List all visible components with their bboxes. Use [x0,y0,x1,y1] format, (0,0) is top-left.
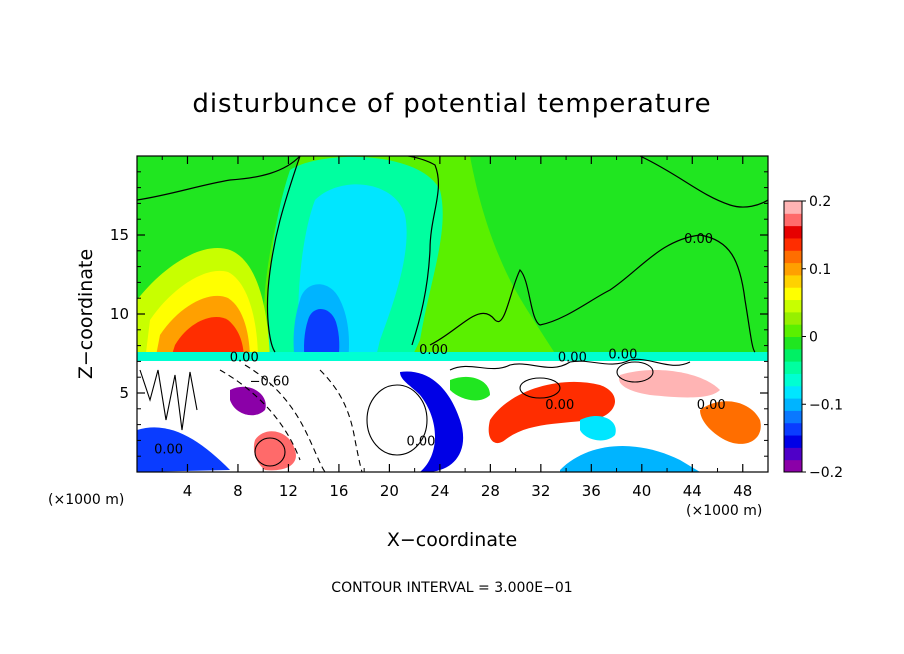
colorbar-swatch [784,274,802,288]
field-lower-purple [230,386,266,416]
colorbar-swatch [784,213,802,227]
field-cold-plume-deep [304,308,340,361]
colorbar-tick-label: 0.1 [809,262,831,278]
contour-label: 0.00 [406,434,435,449]
field-lower-green-1 [450,376,490,401]
field-lower-cyan [580,415,616,441]
colorbar-tick-label: −0.1 [809,397,843,413]
contour-label: 0.00 [419,343,448,358]
contour-lower-zigzag [139,369,198,431]
colorbar-swatch [784,250,802,264]
colorbar-swatch [784,262,802,276]
plot-area [137,156,768,472]
contour-lower-cell-3 [519,377,561,399]
field-lower-blue-3 [560,446,700,472]
colorbar-swatch [784,447,802,461]
colorbar-swatch [784,225,802,239]
contour-label: 0.00 [608,348,637,363]
contour-lower-cell-4 [616,361,654,383]
x-axis: 4 8 12 16 20 24 28 32 36 40 44 48 [161,156,752,500]
colorbar-ticks: 0.2 0.1 0 −0.1 −0.2 [802,194,843,481]
contour-lower-cell-2 [254,437,286,467]
x-tick-label: 36 [582,482,601,500]
contour-zero-plume [266,156,439,353]
x-tick-label: 20 [380,482,399,500]
colorbar [783,200,803,473]
colorbar-swatch [784,287,802,301]
field-lower-red-2 [619,370,720,398]
field-lower-blue-2 [400,371,464,472]
colorbar-swatch [784,361,802,374]
contour-label: 0.00 [545,398,574,413]
colorbar-swatch [784,398,802,411]
contour-lower-cell-1 [366,384,428,456]
colorbar-swatch [784,410,802,424]
y-tick-label: 15 [110,226,129,244]
y-axis-label: Z−coordinate [75,249,97,379]
contour-zero-upper-left [137,156,301,201]
colorbar-swatch [784,299,802,313]
colorbar-swatch [784,336,802,350]
field-lower-magenta [253,431,296,471]
field-warm-red [170,317,244,361]
colorbar-swatch [784,324,802,337]
colorbar-swatch [784,459,802,473]
colorbar-swatch [784,237,802,251]
field-lower-red-1 [488,381,615,444]
colorbar-tick-label: 0.2 [809,194,831,210]
x-tick-label: 32 [531,482,550,500]
y-axis: 5 10 15 [110,171,768,457]
contour-lower-dashed-2 [319,369,363,472]
contour-label: 0.00 [697,398,726,413]
x-tick-label: 16 [329,482,348,500]
colorbar-swatch [784,348,802,362]
contour-zero-right-top [639,156,768,208]
contour-label: 0.00 [230,351,259,366]
colorbar-swatch [784,201,802,214]
contour-zero-right [429,234,756,353]
y-tick-label: 5 [119,384,129,402]
x-tick-label: 4 [183,482,193,500]
contour-label: 0.00 [558,351,587,366]
chart-title: disturbunce of potential temperature [192,89,711,119]
x-tick-label: 12 [279,482,298,500]
colorbar-tick-label: 0 [809,330,818,346]
contour-label: 0.00 [154,442,183,457]
field-lower-red-3 [700,401,761,444]
contour-labels: 0.00 0.00 −0.60 0.00 0.00 0.00 0.00 0.00 0.00 0.0… [154,232,726,457]
colorbar-swatch [784,435,802,448]
field-upper-right-band [470,156,768,361]
x-tick-label: 24 [430,482,449,500]
colorbar-swatch [784,311,802,325]
x-tick-label: 8 [233,482,243,500]
contour-lower-dashed-1 [219,364,326,472]
x-axis-label: X−coordinate [387,529,517,551]
x-tick-label: 44 [683,482,702,500]
colorbar-swatch [784,385,802,399]
y-tick-label: 10 [110,305,129,323]
x-tick-label: 48 [733,482,752,500]
contour-lower-wave [449,358,691,371]
contour-label: 0.00 [684,232,713,247]
colorbar-tick-label: −0.2 [809,465,843,481]
x-tick-label: 28 [481,482,500,500]
colorbar-swatch [784,422,802,436]
colorbar-swatch [784,373,802,387]
x-tick-label: 40 [632,482,651,500]
x-unit-right: (×1000 m) [686,503,762,519]
contour-label: −0.60 [250,374,290,389]
contour-interval-note: CONTOUR INTERVAL = 3.000E−01 [331,580,572,596]
x-unit-left: (×1000 m) [48,492,124,508]
field-interface-strip [137,352,768,362]
field-lower-blue-1 [137,427,230,472]
